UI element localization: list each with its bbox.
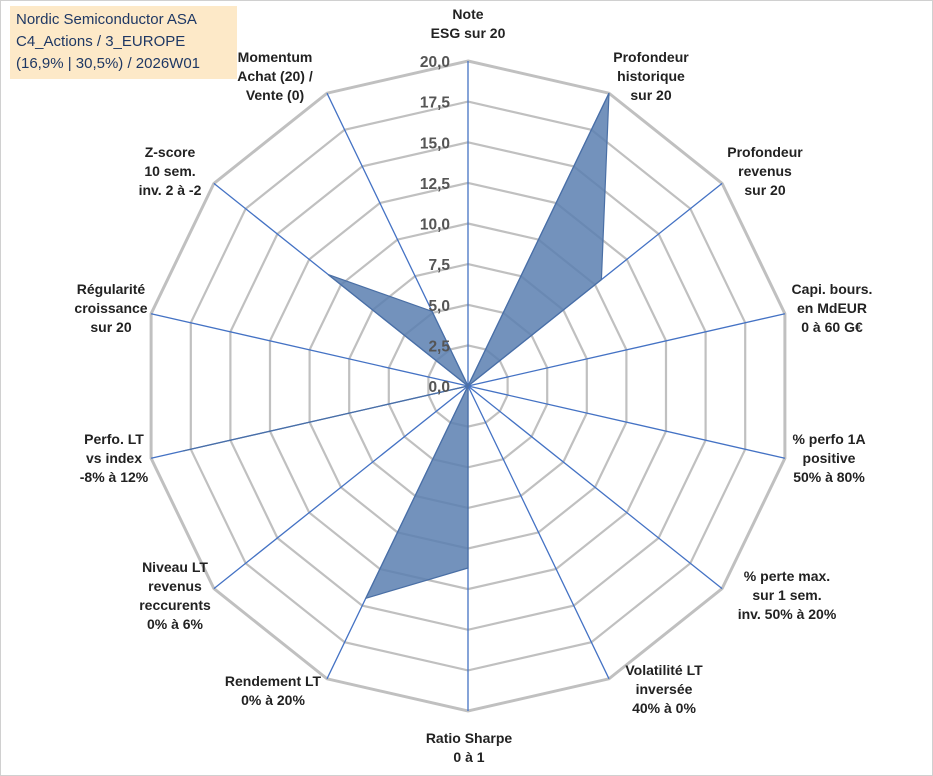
axis-label-line: revenus	[148, 578, 202, 594]
axis-label-line: inv. 50% à 20%	[737, 606, 837, 622]
axis-label: Note ESG sur 20	[431, 5, 506, 43]
axis-label-line: revenus	[738, 163, 792, 179]
axis-label-line: % perte max.	[743, 568, 831, 584]
axis-label-line: ESG sur 20	[430, 25, 506, 41]
tick-label: 5,0	[428, 298, 450, 315]
title-line-1: Nordic Semiconductor ASA	[16, 11, 197, 28]
spoke-12	[150, 313, 469, 387]
axis-label-line: % perfo 1A	[792, 431, 866, 447]
axis-label-line: reccurents	[139, 597, 211, 613]
axis-label-line: positive	[802, 450, 856, 466]
title-line-3: (16,9% | 30,5%) / 2026W01	[16, 55, 200, 72]
axis-label-line: Perfo. LT	[84, 431, 144, 447]
axis-label-line: Momentum	[237, 49, 313, 65]
axis-label: % perfo 1A positive 50% à 80%	[792, 430, 865, 487]
axis-label-line: Niveau LT	[142, 559, 208, 575]
axis-label-line: Rendement LT	[224, 673, 322, 689]
axis-label-line: 0% à 6%	[146, 616, 204, 632]
tick-label: 12,5	[420, 176, 451, 193]
axis-label: Régularité croissance sur 20	[74, 280, 147, 337]
spoke-5	[467, 385, 786, 459]
axis-label-line: Ratio Sharpe	[425, 730, 513, 746]
axis-label-line: Achat (20) /	[237, 68, 313, 84]
axis-label-line: Volatilité LT	[625, 662, 703, 678]
axis-label-line: 40% à 0%	[632, 700, 696, 716]
axis-label-line: sur 20	[744, 182, 786, 198]
title-box: Nordic Semiconductor ASA C4_Actions / 3_…	[10, 6, 237, 79]
axis-label-line: 50% à 80%	[793, 469, 865, 485]
axis-label-line: vs index	[85, 450, 143, 466]
axis-label-line: Régularité	[76, 281, 146, 297]
tick-label: 0,0	[428, 379, 450, 396]
spoke-10	[213, 385, 469, 590]
axis-label: Ratio Sharpe 0 à 1	[426, 729, 512, 767]
axis-label-line: Profondeur	[727, 144, 803, 160]
title-line-2: C4_Actions / 3_EUROPE	[16, 33, 186, 50]
spoke-7	[467, 385, 610, 680]
series-area-1	[182, 92, 610, 600]
axis-label: Z-score 10 sem. inv. 2 à -2	[139, 143, 202, 200]
axis-label-line: historique	[617, 68, 685, 84]
axis-label-line: 10 sem.	[144, 163, 196, 179]
axis-label-line: -8% à 12%	[79, 469, 149, 485]
axis-label-line: sur 1 sem.	[752, 587, 822, 603]
axis-label-line: en MdEUR	[797, 300, 867, 316]
axis-label-line: Capi. bours.	[791, 281, 873, 297]
axis-label-line: 0% à 20%	[241, 692, 305, 708]
axis-label: Volatilité LT inversée 40% à 0%	[625, 661, 702, 718]
axis-label-line: sur 20	[90, 319, 132, 335]
axis-label: Rendement LT 0% à 20%	[225, 672, 321, 710]
axis-label: Profondeur revenus sur 20	[727, 143, 802, 200]
axis-label-line: Note	[452, 6, 484, 22]
axis-label-line: croissance	[74, 300, 148, 316]
axis-label-line: Z-score	[144, 144, 196, 160]
tick-label: 15,0	[420, 135, 450, 152]
axis-label-line: 0 à 1	[453, 749, 485, 765]
axis-label-line: inv. 2 à -2	[138, 182, 202, 198]
axis-label: Profondeur historique sur 20	[613, 48, 688, 105]
spoke-4	[467, 313, 786, 387]
axis-label-line: sur 20	[630, 87, 672, 103]
axis-label-line: inversée	[635, 681, 693, 697]
tick-label: 20,0	[420, 54, 450, 71]
spoke-6	[467, 385, 723, 590]
axis-label: Capi. bours. en MdEUR 0 à 60 G€	[792, 280, 873, 337]
tick-label: 2,5	[428, 338, 450, 355]
axis-label: Perfo. LT vs index -8% à 12%	[80, 430, 148, 487]
axis-label-line: Profondeur	[613, 49, 689, 65]
tick-label: 17,5	[420, 95, 451, 112]
tick-label: 7,5	[428, 257, 450, 274]
axis-label-line: Vente (0)	[245, 87, 305, 103]
axis-label-line: 0 à 60 G€	[801, 319, 863, 335]
axis-label: % perte max. sur 1 sem. inv. 50% à 20%	[738, 567, 837, 624]
radar-tick-labels: 0,0 2,5 5,0 7,5 10,0 12,5 15,0 17,5 20,0	[420, 54, 451, 396]
axis-label: Momentum Achat (20) / Vente (0)	[237, 48, 312, 105]
tick-label: 10,0	[420, 217, 450, 234]
radar-series	[182, 92, 610, 600]
axis-label: Niveau LT revenus reccurents 0% à 6%	[139, 558, 211, 634]
